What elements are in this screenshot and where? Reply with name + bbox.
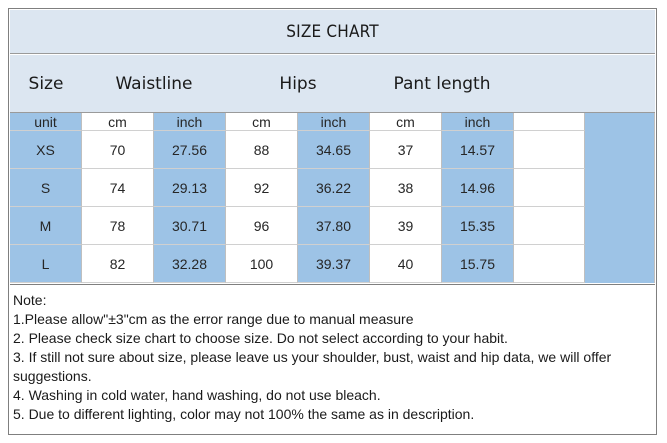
notes-heading: Note: [13,292,47,308]
table-cell: 14.57 [442,131,514,169]
table-cell: 30.71 [154,207,226,245]
table-cell: 37 [370,131,442,169]
header-row: Size Waistline Hips Pant length [10,55,655,113]
table-cell: 29.13 [154,169,226,207]
table-cell: 92 [226,169,298,207]
header-hips: Hips [279,73,317,94]
table-cell: 27.56 [154,131,226,169]
table-cell [585,245,655,283]
table-cell: 82 [82,245,154,283]
unit-cell: inch [298,113,370,131]
size-table: unit cm inch cm inch cm inch XS 70 27.56 88 34.65 37… [10,113,655,283]
table-cell: 88 [226,131,298,169]
table-cell: 39 [370,207,442,245]
table-cell: 15.75 [442,245,514,283]
unit-cell: cm [82,113,154,131]
table-cell: 32.28 [154,245,226,283]
unit-cell: unit [10,113,82,131]
notes-section: Note: 1.Please allow"±3"cm as the error … [10,284,655,433]
unit-cell [585,113,655,131]
table-cell: 34.65 [298,131,370,169]
title-row: SIZE CHART [10,10,655,54]
table-cell: 14.96 [442,169,514,207]
note-item: 4. Washing in cold water, hand washing, … [13,387,381,403]
unit-cell: inch [154,113,226,131]
table-cell: 74 [82,169,154,207]
table-cell: 15.35 [442,207,514,245]
table-cell: 36.22 [298,169,370,207]
table-cell [514,245,585,283]
header-waistline: Waistline [115,73,193,94]
unit-cell: cm [370,113,442,131]
table-cell: 39.37 [298,245,370,283]
table-cell: 100 [226,245,298,283]
table-cell [585,207,655,245]
table-cell: 40 [370,245,442,283]
table-cell [514,169,585,207]
size-chart-sheet: SIZE CHART Size Waistline Hips Pant leng… [8,8,657,435]
header-pant-length: Pant length [393,73,491,94]
table-cell: 38 [370,169,442,207]
table-cell: 96 [226,207,298,245]
note-item: 2. Please check size chart to choose siz… [13,330,508,346]
note-item: 5. Due to different lighting, color may … [13,406,475,422]
table-cell: S [10,169,82,207]
table-cell [514,207,585,245]
table-cell [585,169,655,207]
unit-cell: cm [226,113,298,131]
header-size: Size [28,73,64,94]
table-cell: L [10,245,82,283]
table-cell: XS [10,131,82,169]
table-cell: 37.80 [298,207,370,245]
table-cell [585,131,655,169]
table-cell: 78 [82,207,154,245]
table-cell: M [10,207,82,245]
note-item: 3. If still not sure about size, please … [13,349,612,384]
note-item: 1.Please allow"±3"cm as the error range … [13,311,414,327]
unit-cell: inch [442,113,514,131]
chart-title: SIZE CHART [286,21,379,42]
table-cell [514,131,585,169]
unit-cell [514,113,585,131]
table-cell: 70 [82,131,154,169]
